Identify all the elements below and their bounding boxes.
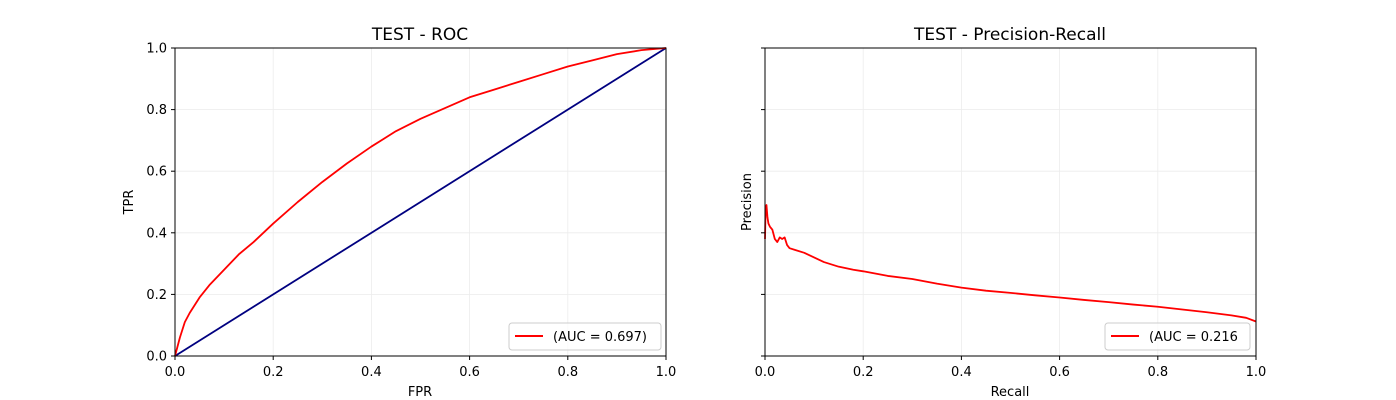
roc-x-tick-label: 0.0 [165,365,186,380]
pr-x-tick-label: 0.2 [853,365,874,380]
roc-chart-title: TEST - ROC [371,25,468,45]
roc-y-tick-label: 0.2 [146,288,167,303]
roc-y-tick-label: 0.0 [146,350,167,365]
pr-x-tick-label: 0.0 [755,365,776,380]
pr-x-tick-label: 1.0 [1246,365,1267,380]
pr-y-ticks [761,47,765,357]
roc-legend-box [508,322,662,351]
roc-x-axis-label: FPR [408,385,432,400]
roc-y-tick-label: 1.0 [146,42,167,57]
roc-legend-label: (AUC = 0.697) [553,330,647,345]
roc-x-tick-label: 0.6 [459,365,480,380]
pr-chart: TEST - Precision-Recall Recall Precision… [740,25,1266,400]
roc-y-ticks: 0.0 0.2 0.4 0.6 0.8 1.0 [146,42,175,365]
pr-legend-label: (AUC = 0.216 [1149,330,1238,345]
roc-x-tick-label: 0.2 [263,365,284,380]
roc-y-tick-label: 0.4 [146,226,167,241]
roc-x-tick-label: 1.0 [656,365,677,380]
roc-series-line-0 [174,47,667,357]
roc-chart: TEST - ROC FPR TPR 0.0 0.2 0.4 0.6 0.8 1.0 0.… [122,25,676,400]
roc-x-tick-label: 0.8 [557,365,578,380]
roc-series-group [174,47,667,357]
pr-legend: (AUC = 0.216 [1104,322,1251,351]
pr-x-tick-label: 0.6 [1049,365,1070,380]
pr-x-ticks: 0.0 0.2 0.4 0.6 0.8 1.0 [755,356,1267,380]
pr-x-axis-label: Recall [991,385,1030,400]
roc-axes-frame [174,47,667,357]
roc-x-ticks: 0.0 0.2 0.4 0.6 0.8 1.0 [165,356,677,380]
pr-legend-box [1104,322,1251,351]
pr-chart-title: TEST - Precision-Recall [913,25,1106,45]
roc-y-tick-label: 0.6 [146,165,167,180]
pr-x-tick-label: 0.8 [1147,365,1168,380]
pr-series-line-0 [764,204,1257,323]
pr-x-tick-label: 0.4 [951,365,972,380]
roc-legend: (AUC = 0.697) [508,322,662,351]
roc-y-tick-label: 0.8 [146,103,167,118]
pr-y-axis-label: Precision [740,173,755,231]
pr-axes-frame [764,47,1257,357]
roc-y-axis-label: TPR [122,190,137,216]
pr-series-group [764,204,1257,323]
roc-x-tick-label: 0.4 [361,365,382,380]
roc-series-line-1 [174,47,667,357]
